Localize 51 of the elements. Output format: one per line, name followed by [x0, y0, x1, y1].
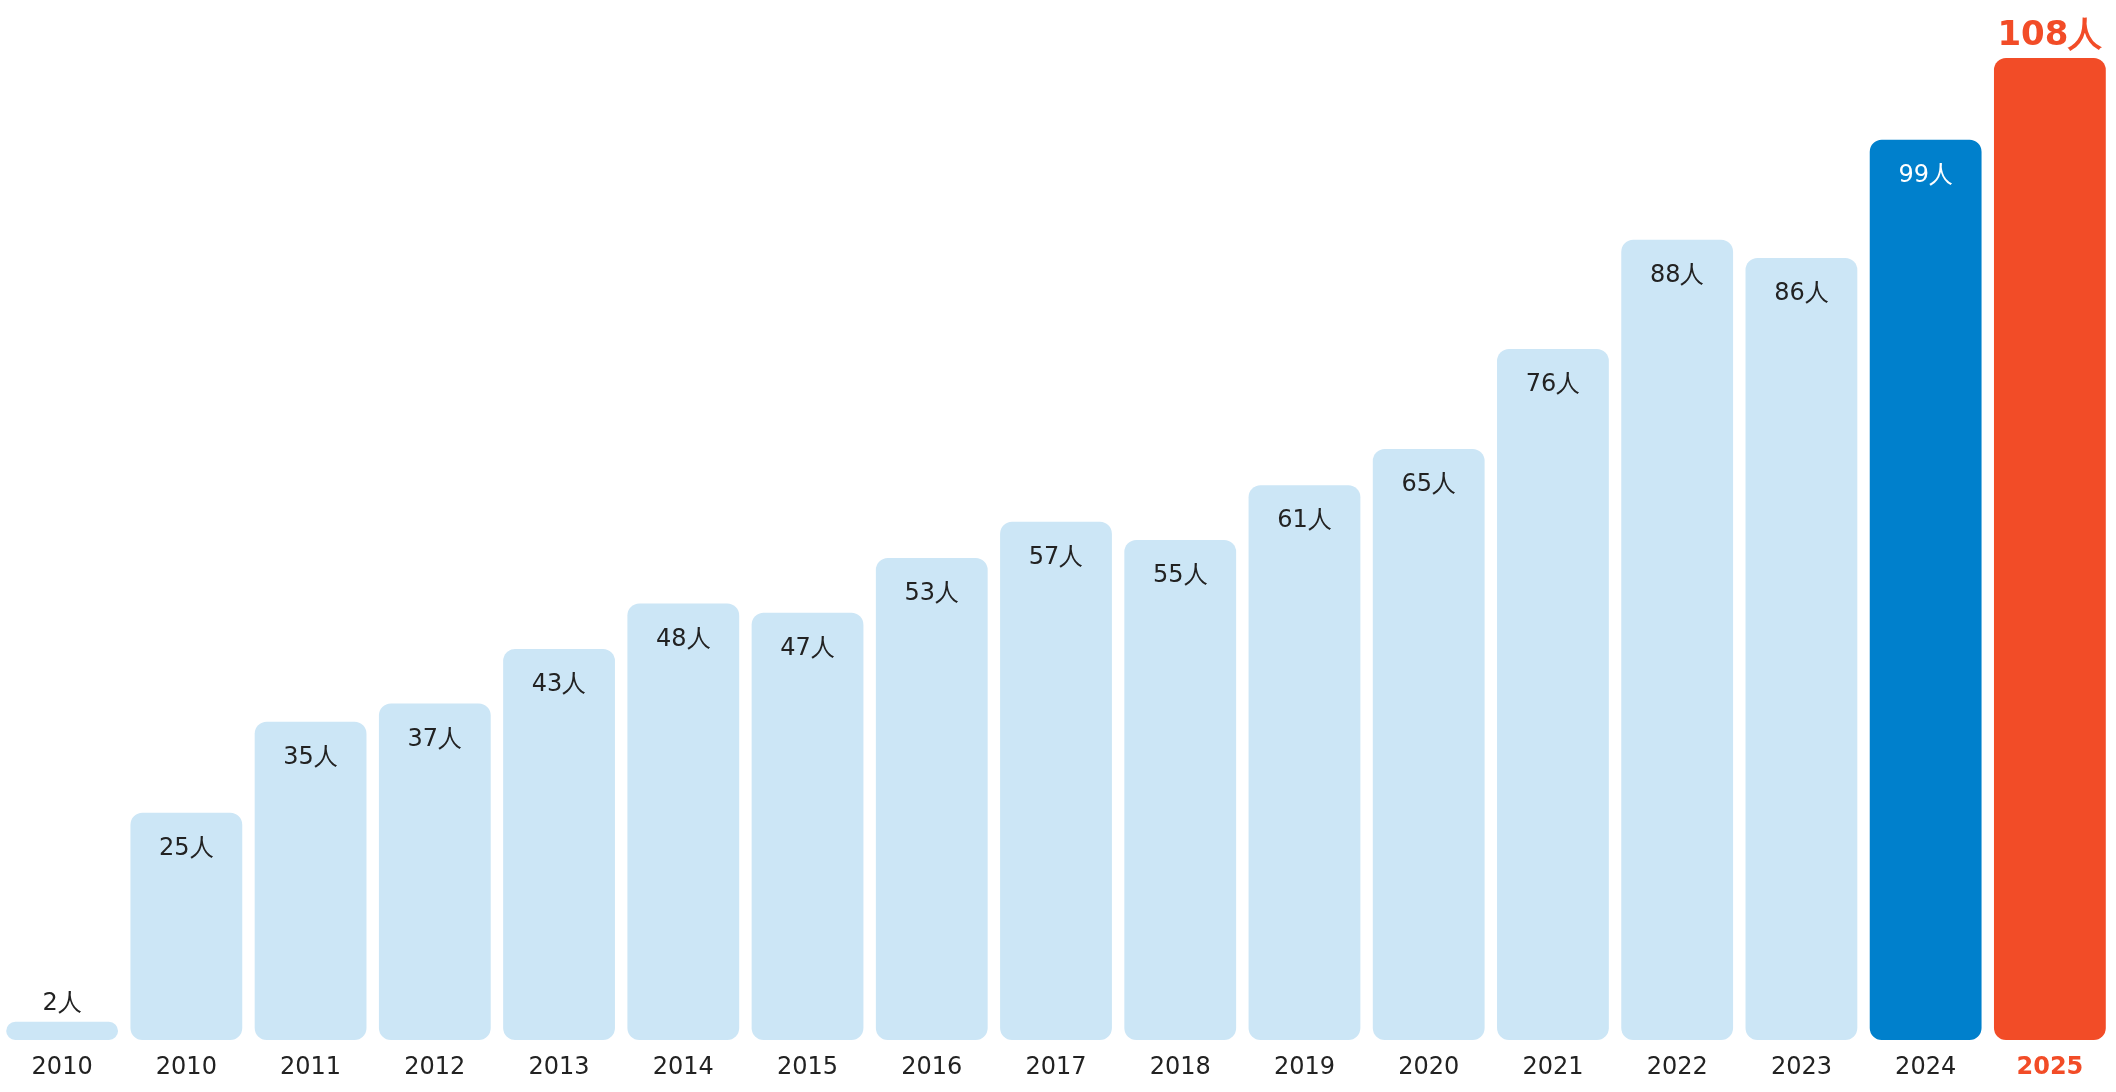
bar	[1372, 448, 1485, 1040]
data-label: 108人	[1997, 13, 2104, 53]
bar	[1745, 258, 1858, 1040]
x-tick-label: 2021	[1522, 1052, 1584, 1080]
bar	[875, 558, 988, 1040]
data-label: 43人	[531, 669, 587, 698]
data-label: 88人	[1649, 259, 1705, 288]
data-label: 47人	[780, 632, 835, 661]
bar	[1993, 58, 2106, 1040]
data-label: 53人	[904, 578, 960, 607]
bar	[1248, 485, 1361, 1040]
x-tick-label: 2023	[1770, 1052, 1832, 1080]
x-tick-label: 2010	[155, 1052, 217, 1080]
x-tick-label: 2019	[1273, 1052, 1336, 1080]
x-tick-label: 2012	[404, 1052, 466, 1080]
x-tick-label: 2018	[1149, 1052, 1211, 1080]
bar	[1124, 539, 1237, 1040]
bar	[1621, 239, 1734, 1040]
data-label: 55人	[1152, 559, 1208, 588]
data-label: 48人	[656, 623, 711, 652]
bar	[130, 812, 243, 1040]
data-label: 99人	[1898, 159, 1953, 188]
data-label: 86人	[1774, 278, 1829, 307]
bar	[627, 603, 740, 1040]
data-label: 61人	[1277, 505, 1332, 534]
data-label: 2人	[42, 987, 82, 1016]
data-label: 37人	[407, 723, 463, 752]
x-tick-label: 2020	[1398, 1052, 1460, 1080]
bar	[1497, 348, 1609, 1040]
data-label: 65人	[1401, 468, 1456, 497]
x-tick-label: 2013	[528, 1052, 590, 1080]
x-tick-label: 2015	[776, 1052, 839, 1080]
bar	[751, 612, 864, 1040]
x-tick-label: 2016	[901, 1052, 963, 1080]
x-tick-label: 2025	[2016, 1052, 2084, 1080]
x-tick-label: 2024	[1895, 1052, 1957, 1080]
bar	[378, 703, 491, 1040]
bar	[1000, 521, 1112, 1040]
data-label: 35人	[283, 741, 338, 770]
data-label: 25人	[159, 832, 214, 861]
x-tick-label: 2017	[1025, 1052, 1087, 1080]
bar	[503, 649, 615, 1040]
x-tick-label: 2014	[652, 1052, 714, 1080]
x-tick-label: 2011	[280, 1052, 342, 1080]
data-label: 57人	[1028, 541, 1084, 570]
bar	[6, 1021, 119, 1040]
x-tick-label: 2022	[1646, 1052, 1708, 1080]
bar	[254, 721, 367, 1040]
data-label: 76人	[1525, 368, 1581, 397]
bar	[1869, 139, 1982, 1040]
x-tick-label: 2010	[31, 1052, 93, 1080]
